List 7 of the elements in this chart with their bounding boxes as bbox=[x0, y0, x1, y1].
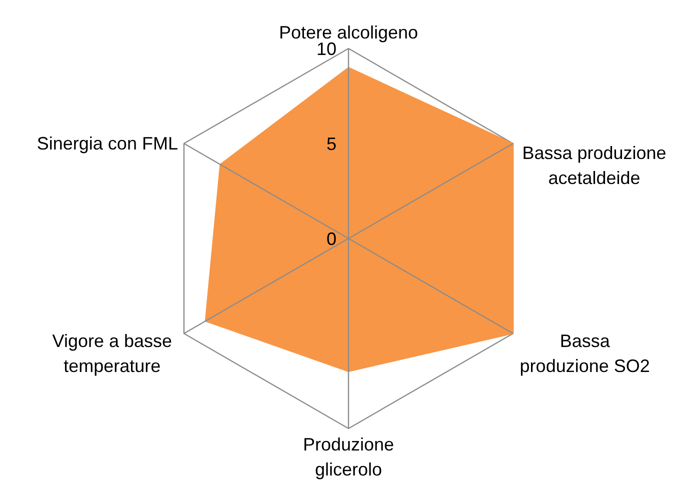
y-tick-label: 0 bbox=[326, 229, 337, 249]
spoke-label: Sinergia con FML bbox=[36, 134, 178, 154]
spoke-label: Bassa produzione acetaldeide bbox=[522, 143, 666, 188]
spoke-label: Bassa produzione SO2 bbox=[520, 331, 650, 376]
y-tick-label: 5 bbox=[326, 134, 337, 154]
spoke-label: Vigore a basse temperature bbox=[52, 331, 172, 376]
spoke-label: Produzione glicerolo bbox=[302, 434, 394, 480]
